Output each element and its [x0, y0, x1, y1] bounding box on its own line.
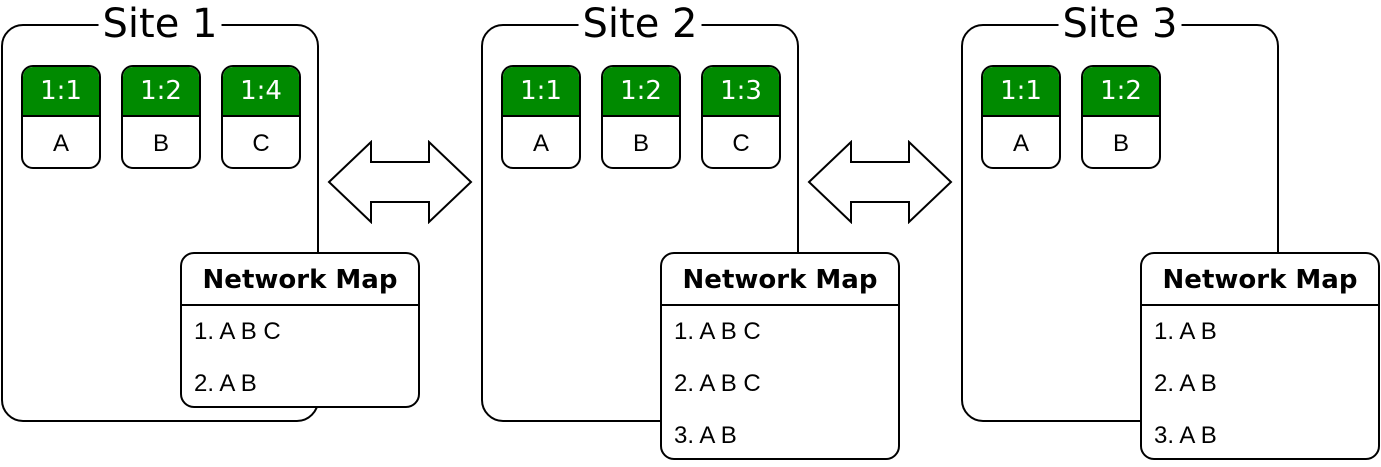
- site-title: Site 1: [98, 4, 222, 44]
- data-item: 1:1 A: [981, 65, 1061, 169]
- network-map-title: Network Map: [1142, 254, 1378, 306]
- network-map-row: 3. A B: [1154, 422, 1217, 449]
- item-name: A: [532, 130, 549, 157]
- network-map-title: Network Map: [182, 254, 418, 306]
- network-map-row: 2. A B: [194, 370, 257, 397]
- site-1-container: Site 1 1:1 A 1:2 B 1:4 C: [1, 4, 319, 422]
- site-2-network-map: Network Map 1. A B C 2. A B C 3. A B: [660, 252, 900, 460]
- data-item: 1:1 A: [21, 65, 101, 169]
- network-map-row: 2. A B C: [674, 370, 761, 397]
- item-name: A: [1012, 130, 1029, 157]
- data-item: 1:2 B: [601, 65, 681, 169]
- site-1-network-map: Network Map 1. A B C 2. A B: [180, 252, 420, 408]
- item-version: 1:2: [123, 67, 199, 117]
- item-name: C: [732, 130, 750, 157]
- site-items: 1:1 A 1:2 B 1:3 C: [501, 65, 781, 169]
- network-map-row: 1. A B: [1154, 318, 1217, 345]
- site-items: 1:1 A 1:2 B 1:4 C: [21, 65, 301, 169]
- sync-arrow-icon: [807, 140, 953, 224]
- data-item: 1:2 B: [1081, 65, 1161, 169]
- network-map-row: 2. A B: [1154, 370, 1217, 397]
- network-map-row: 1. A B C: [194, 318, 281, 345]
- network-map-title: Network Map: [662, 254, 898, 306]
- item-version: 1:1: [503, 67, 579, 117]
- item-version: 1:1: [23, 67, 99, 117]
- network-map-row: 3. A B: [674, 422, 737, 449]
- site-items: 1:1 A 1:2 B: [981, 65, 1161, 169]
- data-item: 1:2 B: [121, 65, 201, 169]
- data-item: 1:3 C: [701, 65, 781, 169]
- site-2-container: Site 2 1:1 A 1:2 B 1:3 C: [481, 4, 799, 422]
- item-name: B: [1112, 130, 1129, 157]
- item-version: 1:3: [703, 67, 779, 117]
- data-item: 1:4 C: [221, 65, 301, 169]
- network-map-row: 1. A B C: [674, 318, 761, 345]
- site-3-network-map: Network Map 1. A B 2. A B 3. A B: [1140, 252, 1380, 460]
- site-title: Site 2: [578, 4, 702, 44]
- item-version: 1:2: [1083, 67, 1159, 117]
- site-title: Site 3: [1058, 4, 1182, 44]
- item-name: B: [632, 130, 649, 157]
- data-item: 1:1 A: [501, 65, 581, 169]
- sync-arrow-icon: [327, 140, 473, 224]
- item-name: B: [152, 130, 169, 157]
- item-version: 1:4: [223, 67, 299, 117]
- item-version: 1:2: [603, 67, 679, 117]
- item-name: A: [52, 130, 69, 157]
- item-name: C: [252, 130, 270, 157]
- item-version: 1:1: [983, 67, 1059, 117]
